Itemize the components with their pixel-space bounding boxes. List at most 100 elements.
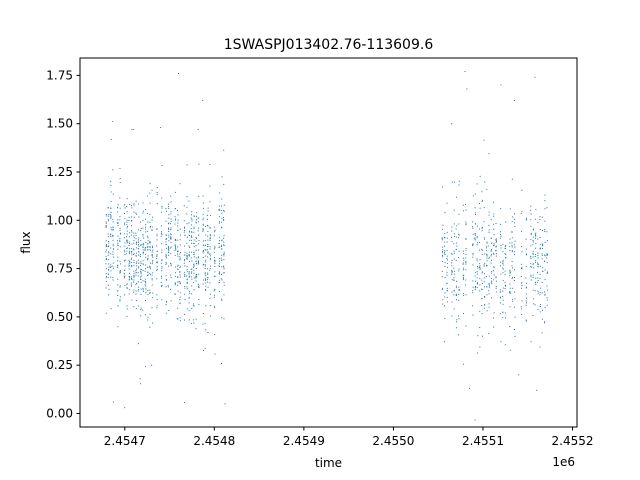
data-point	[117, 256, 119, 258]
data-point	[147, 230, 149, 232]
data-point	[151, 279, 153, 281]
data-point	[197, 243, 199, 245]
data-point	[193, 246, 195, 248]
data-point	[193, 266, 195, 268]
data-point	[138, 281, 140, 283]
data-point	[191, 307, 193, 309]
data-point	[520, 212, 522, 214]
data-point	[179, 257, 181, 259]
data-point	[207, 272, 209, 274]
x-tick-label: 2.4551	[462, 434, 504, 448]
data-point	[544, 231, 546, 232]
data-point	[117, 223, 119, 225]
data-point	[140, 293, 142, 295]
data-point	[479, 278, 481, 280]
data-point	[495, 239, 497, 241]
data-point	[179, 256, 181, 258]
data-point	[504, 284, 506, 286]
data-point	[219, 192, 221, 194]
data-point	[541, 243, 543, 245]
data-point	[462, 250, 464, 252]
data-point	[135, 234, 137, 236]
data-point	[156, 307, 158, 309]
data-point	[476, 260, 478, 262]
data-point	[207, 225, 209, 227]
data-point	[151, 230, 153, 232]
data-point	[495, 287, 497, 289]
data-point	[541, 318, 543, 320]
data-point	[117, 235, 119, 237]
data-point	[186, 252, 188, 254]
data-point	[142, 252, 144, 254]
data-point	[184, 226, 186, 228]
data-point	[455, 236, 457, 238]
data-point	[167, 223, 169, 225]
data-point	[135, 268, 137, 270]
data-point	[119, 229, 121, 231]
data-point	[184, 273, 186, 275]
data-point	[110, 253, 112, 255]
data-point	[209, 297, 211, 299]
data-point	[539, 346, 541, 348]
data-point	[191, 218, 193, 220]
data-point	[110, 200, 112, 202]
data-point	[207, 230, 209, 232]
data-point	[472, 264, 474, 266]
data-point	[223, 266, 225, 268]
data-point	[465, 269, 467, 271]
data-point	[144, 253, 146, 255]
data-point	[137, 275, 139, 277]
data-point	[477, 335, 479, 337]
data-point	[124, 222, 126, 224]
data-point	[119, 286, 121, 288]
data-point	[541, 216, 543, 218]
data-point	[145, 224, 147, 226]
data-point	[146, 275, 148, 276]
data-point	[145, 282, 147, 284]
data-point	[462, 278, 464, 280]
data-point	[214, 275, 216, 277]
data-point	[147, 255, 149, 257]
data-point	[206, 214, 208, 216]
data-point	[504, 344, 506, 346]
data-point	[193, 319, 195, 321]
data-point	[472, 233, 474, 235]
data-point	[124, 294, 126, 296]
data-point	[117, 219, 119, 221]
data-point	[462, 262, 464, 264]
data-point	[479, 284, 481, 286]
data-point	[539, 247, 541, 249]
data-point	[451, 279, 453, 281]
data-point	[126, 305, 128, 307]
data-point	[133, 237, 135, 239]
data-point	[456, 294, 458, 296]
data-point	[458, 180, 460, 182]
data-point	[533, 303, 535, 305]
data-point	[532, 298, 534, 300]
data-point	[221, 239, 223, 241]
data-point	[218, 242, 220, 244]
data-point	[165, 263, 167, 265]
data-point	[170, 227, 172, 229]
data-point	[488, 257, 490, 259]
data-point	[544, 294, 546, 296]
data-point	[198, 298, 200, 300]
data-point	[223, 235, 225, 237]
data-point	[513, 100, 515, 101]
data-point	[512, 267, 514, 269]
data-point	[184, 254, 186, 256]
data-point	[535, 283, 537, 285]
data-point	[152, 261, 154, 263]
data-point	[223, 255, 225, 257]
data-point	[442, 289, 444, 291]
data-point	[509, 291, 511, 293]
data-point	[166, 234, 168, 236]
data-point	[514, 254, 516, 256]
data-point	[493, 253, 495, 255]
data-point	[124, 251, 126, 253]
data-point	[124, 259, 126, 261]
data-point	[186, 164, 188, 166]
data-point	[152, 272, 154, 274]
data-point	[188, 222, 190, 224]
data-point	[190, 322, 192, 324]
